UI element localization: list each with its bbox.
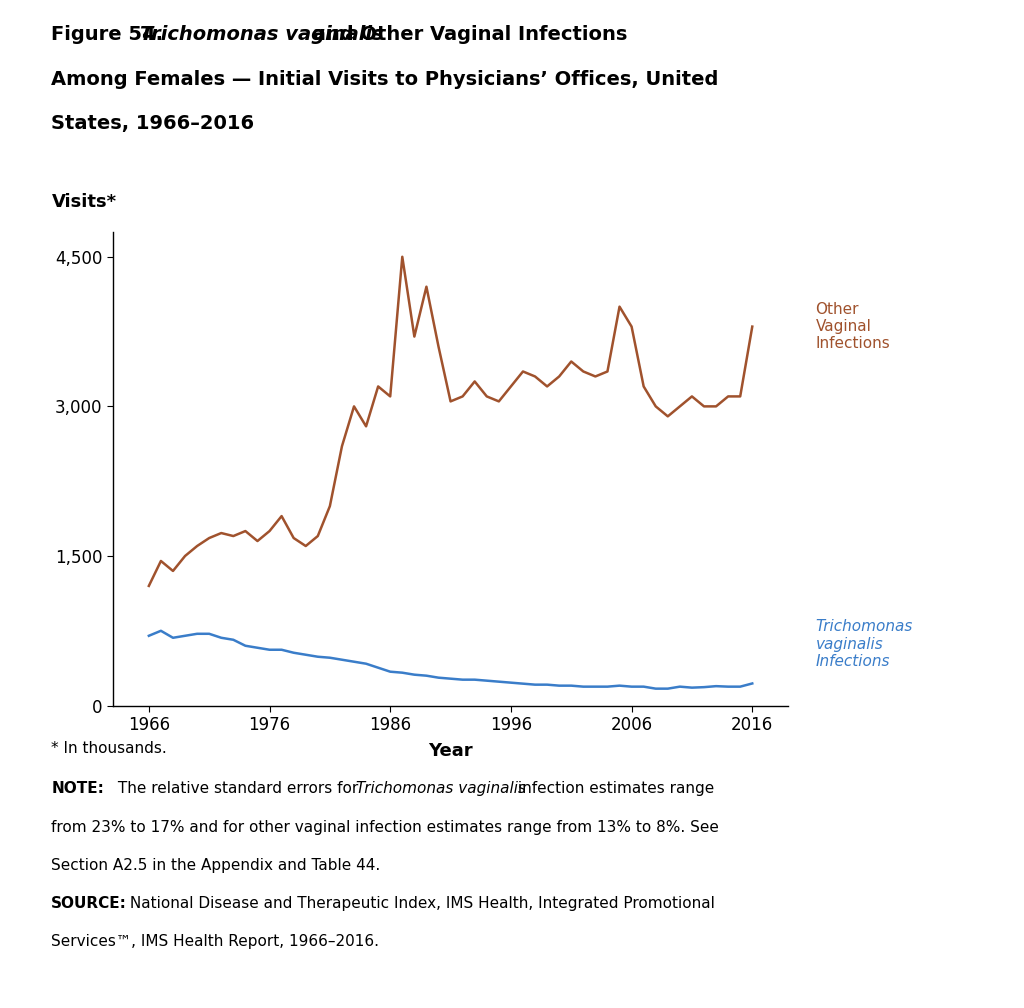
Text: infection estimates range: infection estimates range [513,781,715,796]
Text: National Disease and Therapeutic Index, IMS Health, Integrated Promotional: National Disease and Therapeutic Index, … [125,896,715,911]
Text: Trichomonas vaginalis: Trichomonas vaginalis [356,781,526,796]
Text: Trichomonas
vaginalis
Infections: Trichomonas vaginalis Infections [815,619,912,669]
Text: * In thousands.: * In thousands. [51,741,167,756]
Text: Visits*: Visits* [52,193,117,211]
Text: Services™, IMS Health Report, 1966–2016.: Services™, IMS Health Report, 1966–2016. [51,934,379,950]
Text: NOTE:: NOTE: [51,781,104,796]
Text: Trichomonas vaginalis: Trichomonas vaginalis [140,25,384,44]
Text: from 23% to 17% and for other vaginal infection estimates range from 13% to 8%. : from 23% to 17% and for other vaginal in… [51,820,719,835]
Text: SOURCE:: SOURCE: [51,896,127,911]
Text: Among Females — Initial Visits to Physicians’ Offices, United: Among Females — Initial Visits to Physic… [51,70,719,89]
Text: Section A2.5 in the Appendix and Table 44.: Section A2.5 in the Appendix and Table 4… [51,858,381,873]
Text: Other
Vaginal
Infections: Other Vaginal Infections [815,301,890,352]
Text: The relative standard errors for: The relative standard errors for [113,781,362,796]
Text: and Other Vaginal Infections: and Other Vaginal Infections [306,25,628,44]
Text: States, 1966–2016: States, 1966–2016 [51,114,254,133]
Text: Figure 54.: Figure 54. [51,25,170,44]
X-axis label: Year: Year [428,742,473,760]
